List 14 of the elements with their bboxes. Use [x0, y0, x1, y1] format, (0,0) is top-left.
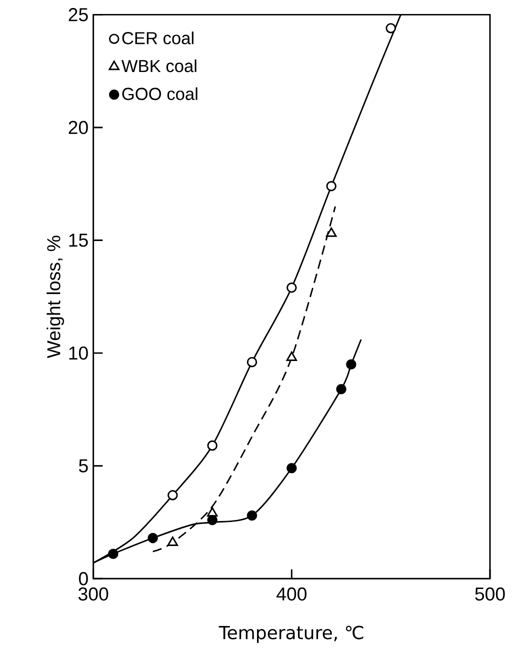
y-tick-label: 15	[69, 234, 88, 247]
x-tick-label: 300	[78, 587, 108, 601]
y-tick-label: 5	[78, 459, 88, 472]
y-axis-title: Weight loss, %	[46, 236, 64, 358]
x-tick-label: 500	[475, 587, 505, 601]
x-tick-label: 400	[276, 587, 307, 601]
y-tick-label: 25	[68, 8, 88, 22]
y-tick-label: 10	[69, 346, 88, 360]
y-tick-label: 0	[78, 572, 88, 586]
y-tick-label: 20	[68, 120, 88, 134]
legend-label: GOO coal	[122, 87, 198, 100]
legend-label: WBK coal	[121, 59, 196, 72]
legend-label: CER coal	[122, 32, 194, 44]
x-axis-title: Temperature, ℃	[218, 626, 364, 643]
